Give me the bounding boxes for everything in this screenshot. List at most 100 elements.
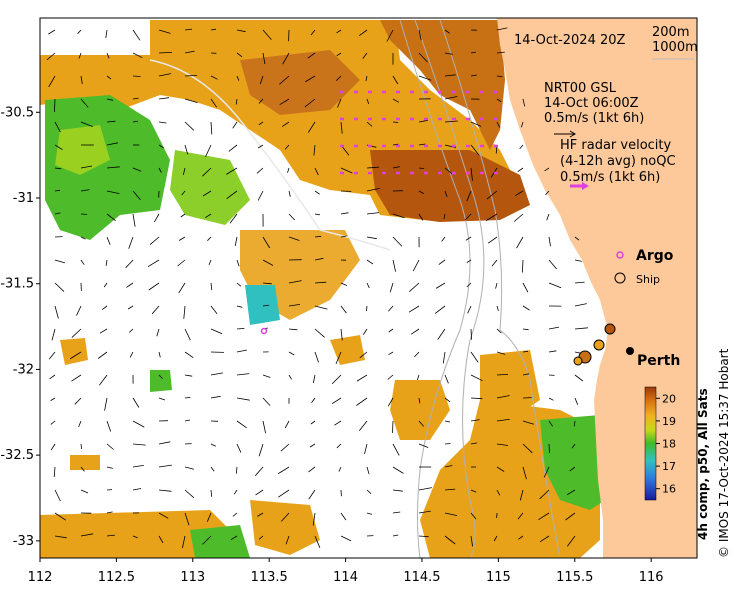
south-cool-patch	[540, 415, 605, 510]
velocity-arrow	[366, 259, 374, 265]
x-tick-label: 114	[333, 570, 358, 585]
velocity-arrow	[548, 236, 551, 247]
velocity-arrow	[236, 52, 243, 58]
hot-sst-core	[370, 150, 530, 222]
velocity-arrow	[129, 328, 134, 333]
velocity-arrow	[314, 328, 325, 338]
ship-marker	[604, 323, 616, 335]
velocity-arrow	[288, 328, 298, 331]
velocity-arrow	[54, 98, 56, 112]
velocity-arrow	[158, 73, 172, 77]
y-tick-label: -32	[13, 362, 34, 377]
velocity-arrow	[418, 190, 424, 194]
velocity-arrow	[336, 52, 342, 57]
velocity-arrow	[418, 167, 425, 169]
velocity-arrow	[54, 121, 61, 133]
velocity-arrow	[522, 328, 529, 331]
velocity-arrow	[106, 534, 115, 537]
velocity-arrow	[409, 282, 420, 292]
velocity-arrow	[565, 512, 576, 521]
velocity-arrow	[229, 213, 238, 224]
velocity-arrow	[522, 443, 533, 454]
velocity-arrow	[257, 144, 264, 149]
velocity-arrow	[519, 144, 524, 150]
velocity-arrow	[257, 512, 264, 517]
velocity-arrow	[470, 512, 477, 520]
velocity-arrow	[314, 535, 321, 548]
velocity-arrow	[71, 328, 82, 338]
velocity-arrow	[80, 189, 90, 192]
velocity-arrow	[235, 466, 238, 474]
velocity-arrow	[538, 512, 550, 521]
velocity-arrow	[392, 511, 401, 514]
velocity-arrow	[106, 236, 111, 245]
velocity-arrow	[106, 75, 112, 80]
velocity-arrow	[48, 29, 56, 35]
velocity-arrow	[106, 142, 118, 146]
colorbar-ticks: 20 19 18 17 16	[656, 392, 676, 496]
velocity-arrow	[387, 374, 394, 380]
velocity-arrow	[80, 75, 83, 85]
velocity-arrow	[444, 397, 451, 403]
velocity-arrow	[444, 29, 450, 34]
south-small-patch	[250, 500, 320, 555]
velocity-arrow	[466, 259, 472, 264]
date-label: 14-Oct-2024 20Z	[514, 33, 626, 48]
velocity-arrow	[519, 489, 524, 501]
velocity-arrow	[288, 190, 291, 197]
warm-sst-patch-west	[40, 55, 160, 110]
velocity-arrow	[392, 98, 400, 103]
argo-marker-key	[616, 251, 624, 259]
velocity-arrow	[366, 512, 373, 515]
velocity-arrow	[467, 305, 472, 314]
wind-time-label: 14-Oct 06:00Z	[544, 96, 639, 111]
velocity-arrow	[236, 397, 250, 401]
velocity-arrow	[210, 28, 217, 31]
velocity-arrow	[80, 533, 94, 537]
velocity-arrow	[414, 351, 420, 358]
velocity-arrow	[392, 420, 394, 434]
velocity-arrow	[496, 305, 499, 311]
velocity-arrow	[418, 29, 422, 41]
velocity-arrow	[236, 349, 247, 353]
velocity-arrow	[279, 98, 290, 106]
velocity-arrow	[78, 52, 82, 59]
velocity-arrow	[418, 487, 432, 491]
velocity-arrow	[496, 98, 502, 103]
velocity-arrow	[516, 236, 524, 249]
velocity-arrow	[210, 328, 223, 335]
y-tick-label: -30.5	[0, 105, 34, 120]
velocity-arrow	[148, 282, 160, 291]
velocity-arrow	[314, 257, 324, 261]
velocity-arrow	[444, 488, 456, 491]
velocity-arrow	[80, 236, 86, 240]
velocity-arrow	[234, 236, 238, 246]
plot-frame	[39, 17, 698, 559]
velocity-arrow	[54, 305, 59, 319]
velocity-arrow	[470, 51, 476, 54]
velocity-arrow	[366, 236, 377, 240]
velocity-arrow	[278, 489, 290, 498]
colorbar-tick-label: 19	[662, 415, 676, 428]
velocity-arrow	[412, 259, 420, 272]
velocity-arrow	[255, 489, 264, 496]
velocity-arrow	[308, 466, 316, 473]
velocity-arrow	[522, 373, 530, 376]
contour-1000m	[399, 19, 471, 558]
ship-marker	[573, 356, 583, 366]
velocity-arrow	[444, 167, 452, 174]
x-tick-label: 113	[180, 570, 205, 585]
velocity-arrow	[539, 489, 550, 500]
velocity-arrow	[262, 282, 272, 285]
velocity-arrow	[285, 535, 290, 545]
velocity-arrow	[444, 512, 458, 516]
x-tick-label: 113.5	[251, 570, 288, 585]
velocity-arrow	[80, 121, 93, 127]
velocity-arrow	[53, 466, 56, 478]
velocity-arrows	[46, 27, 588, 549]
velocity-arrow	[365, 75, 368, 82]
x-tick-label: 116	[639, 570, 664, 585]
velocity-arrow	[496, 395, 510, 399]
velocity-arrow	[80, 98, 89, 108]
velocity-arrow	[74, 397, 82, 405]
